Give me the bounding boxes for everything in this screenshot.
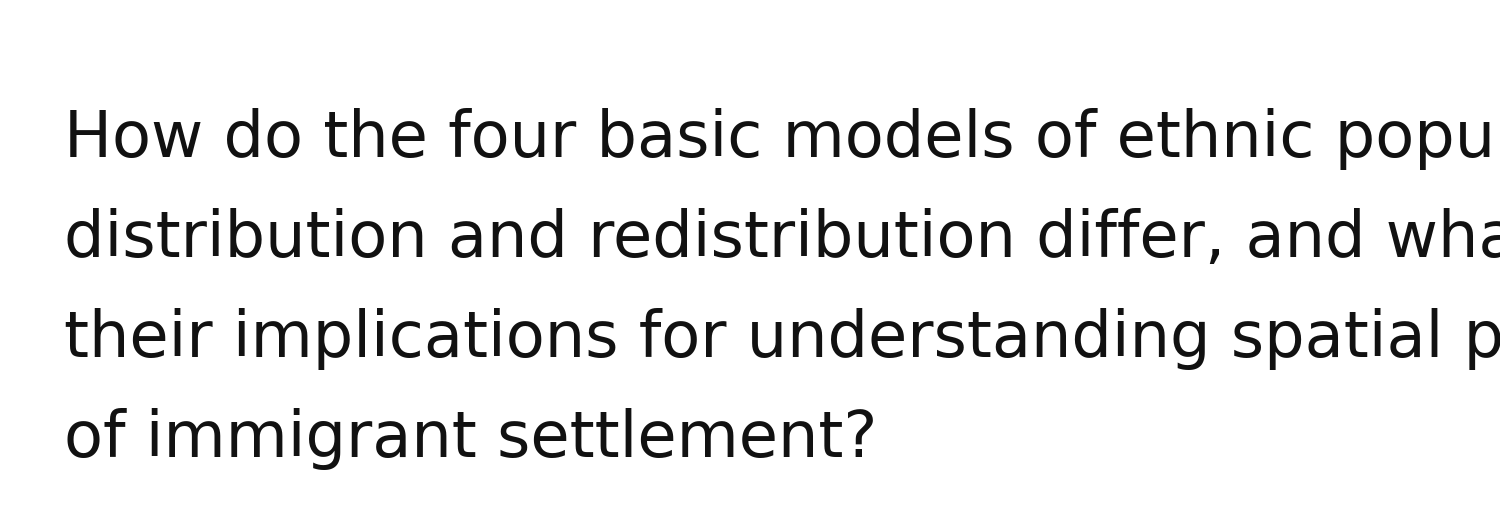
Text: their implications for understanding spatial patterns: their implications for understanding spa… <box>64 308 1500 370</box>
Text: of immigrant settlement?: of immigrant settlement? <box>64 408 877 470</box>
Text: distribution and redistribution differ, and what are: distribution and redistribution differ, … <box>64 208 1500 270</box>
Text: How do the four basic models of ethnic population: How do the four basic models of ethnic p… <box>64 108 1500 170</box>
